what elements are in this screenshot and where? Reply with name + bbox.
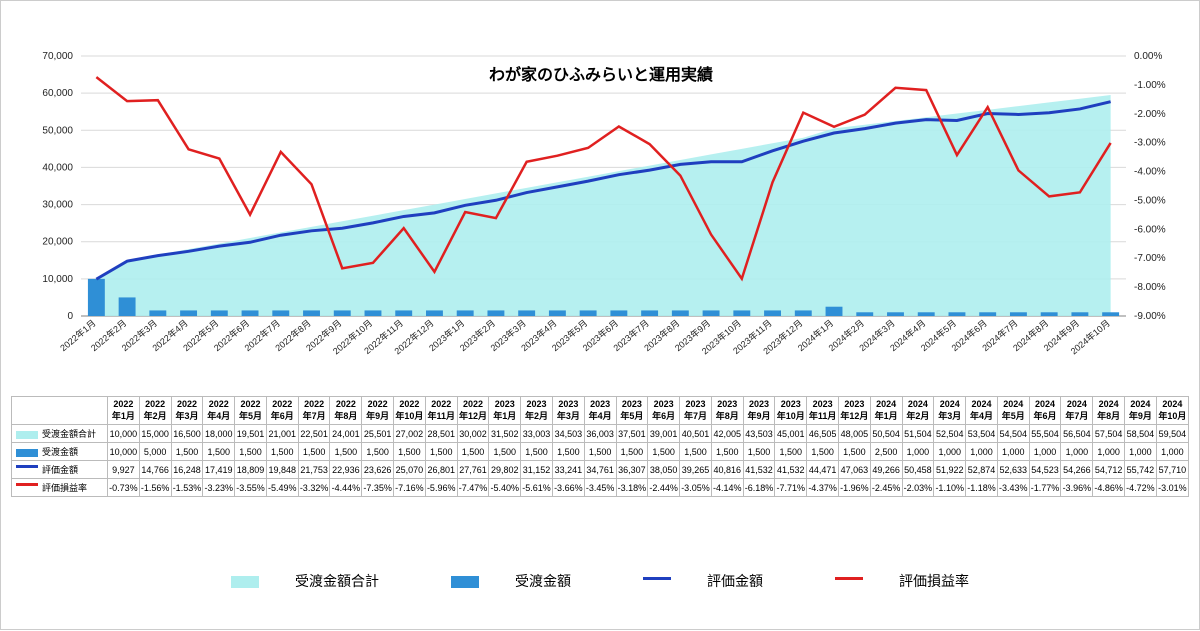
legend-item-value: 評価金額 [625, 573, 781, 589]
svg-text:0.00%: 0.00% [1134, 51, 1162, 62]
svg-text:-9.00%: -9.00% [1134, 311, 1166, 322]
svg-text:-1.00%: -1.00% [1134, 80, 1166, 91]
svg-text:-2.00%: -2.00% [1134, 109, 1166, 120]
chart-container: わが家のひふみらいと運用実績 010,00020,00030,00040,000… [0, 0, 1200, 630]
svg-text:10,000: 10,000 [42, 274, 73, 285]
svg-text:-8.00%: -8.00% [1134, 282, 1166, 293]
svg-text:-5.00%: -5.00% [1134, 195, 1166, 206]
svg-text:70,000: 70,000 [42, 51, 73, 62]
svg-text:50,000: 50,000 [42, 125, 73, 136]
svg-text:-4.00%: -4.00% [1134, 167, 1166, 178]
svg-text:60,000: 60,000 [42, 88, 73, 99]
data-table: 2022年1月2022年2月2022年3月2022年4月2022年5月2022年… [11, 396, 1189, 497]
legend-label: 受渡金額合計 [295, 573, 379, 589]
legend-label: 受渡金額 [515, 573, 571, 589]
svg-text:-6.00%: -6.00% [1134, 224, 1166, 235]
legend-label: 評価損益率 [899, 573, 969, 589]
table-row-label-rate: 評価損益率 [12, 479, 108, 497]
data-table-wrap: 2022年1月2022年2月2022年3月2022年4月2022年5月2022年… [11, 396, 1189, 497]
table-row-label-value: 評価金額 [12, 461, 108, 479]
legend-item-total: 受渡金額合計 [213, 573, 397, 589]
combo-chart: 0 10,000 20,000 30,000 40,000 50,000 60,000 70,… [1, 1, 1200, 631]
legend-label: 評価金額 [707, 573, 763, 589]
svg-text:-7.00%: -7.00% [1134, 253, 1166, 264]
svg-text:20,000: 20,000 [42, 237, 73, 248]
legend-item-rate: 評価損益率 [817, 573, 987, 589]
svg-text:-3.00%: -3.00% [1134, 138, 1166, 149]
table-row-label-total: 受渡金額合計 [12, 425, 108, 443]
legend-item-deposit: 受渡金額 [433, 573, 589, 589]
svg-text:40,000: 40,000 [42, 162, 73, 173]
svg-text:0: 0 [67, 311, 73, 322]
legend: 受渡金額合計 受渡金額 評価金額 評価損益率 [1, 571, 1199, 591]
table-row-label-deposit: 受渡金額 [12, 443, 108, 461]
svg-text:30,000: 30,000 [42, 200, 73, 211]
